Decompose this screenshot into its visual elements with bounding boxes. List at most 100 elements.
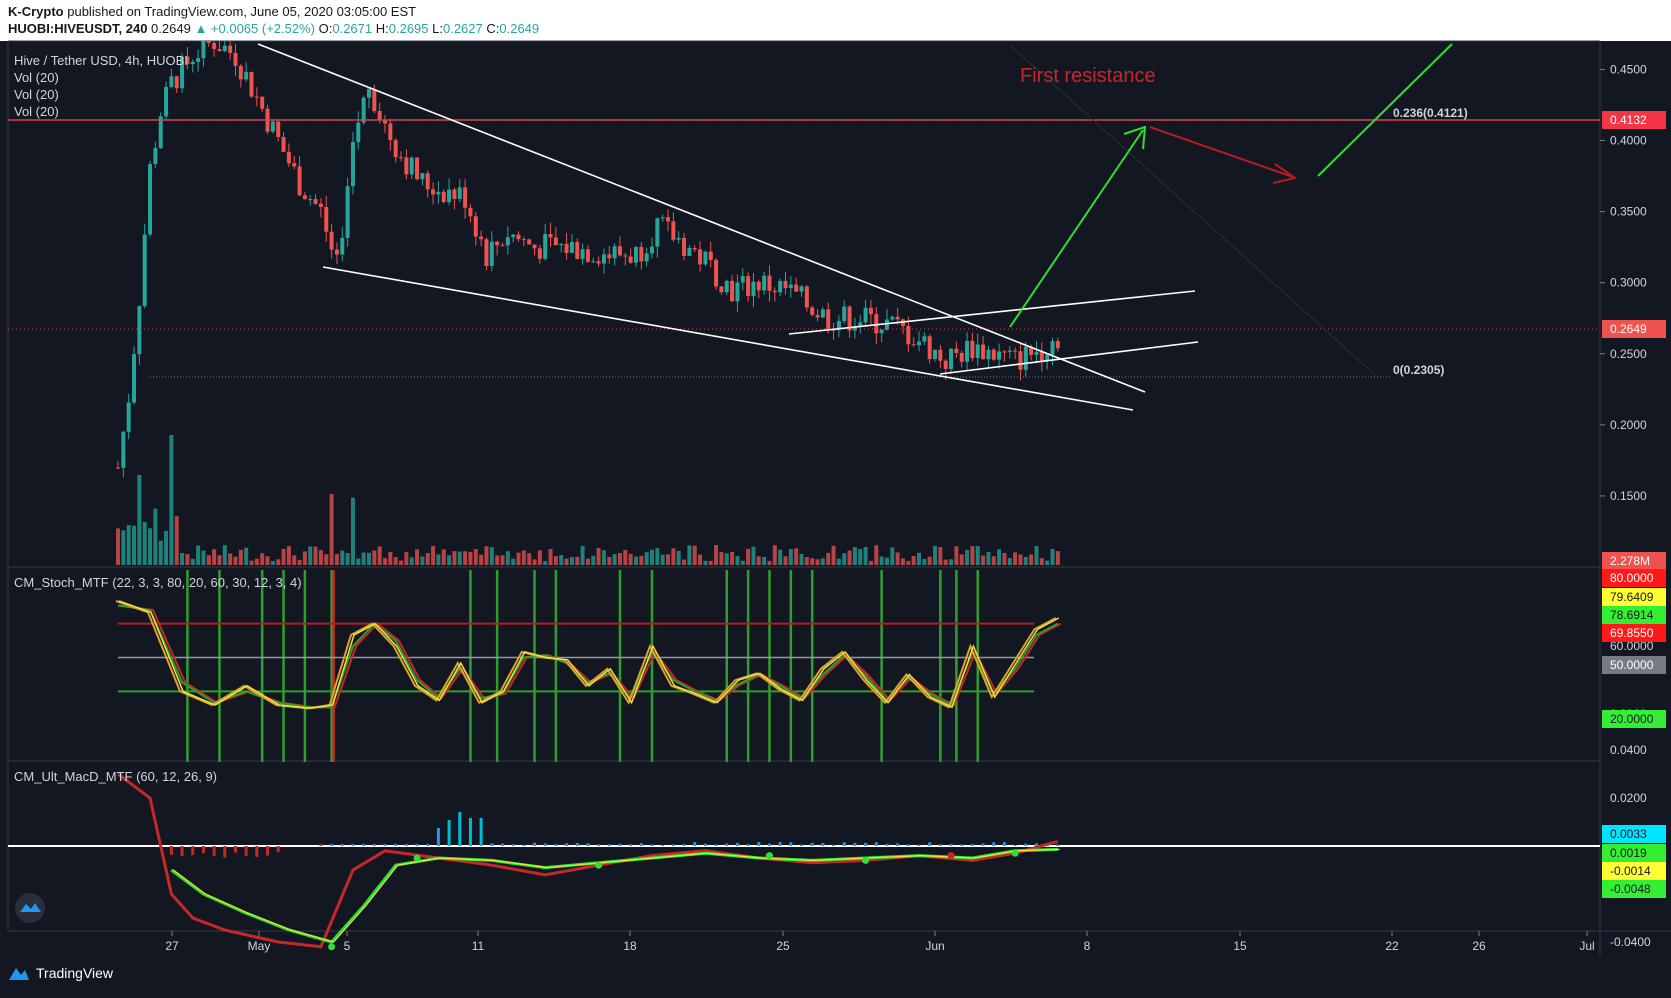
candle-body	[116, 467, 120, 469]
candle-body	[313, 199, 318, 204]
volume-bar	[927, 556, 932, 565]
candle-body	[975, 344, 980, 359]
candle-body	[254, 96, 259, 98]
candle-body	[751, 281, 756, 297]
volume-bar	[676, 550, 681, 565]
macd-hist-bar	[970, 844, 974, 846]
volume-bar	[868, 560, 873, 565]
volume-bar	[286, 546, 291, 565]
volume-bar	[900, 558, 905, 565]
legend-title: Hive / Tether USD, 4h, HUOBI	[14, 53, 188, 68]
volume-bar	[559, 555, 564, 565]
time-tick-label: May	[248, 939, 271, 953]
volume-bar	[420, 556, 425, 565]
volume-bar	[383, 558, 387, 565]
volume-bar	[799, 553, 804, 565]
macd-cross-dot	[328, 943, 336, 951]
stoch-value-tag-bg	[1602, 710, 1666, 728]
time-tick-label: 8	[1084, 939, 1091, 953]
candle-body	[447, 189, 452, 203]
candle-body	[639, 246, 644, 262]
volume-bar	[1055, 551, 1060, 565]
macd-hist-bar	[330, 844, 334, 846]
macd-hist-bar	[821, 842, 825, 846]
volume-bar	[185, 553, 190, 565]
volume-bar	[537, 550, 542, 565]
candle-body	[970, 340, 975, 359]
volume-bar	[553, 556, 558, 565]
volume-bar	[959, 554, 964, 565]
macd-hist-bar	[1013, 844, 1017, 846]
symbol-text: HUOBI:HIVEUSDT, 240	[8, 21, 148, 36]
volume-bar	[142, 521, 147, 565]
volume-bar	[489, 547, 494, 565]
volume-bar	[687, 545, 692, 565]
high-label: H:	[375, 21, 389, 36]
publish-line: K-Crypto published on TradingView.com, J…	[8, 4, 416, 19]
volume-bar	[644, 552, 649, 565]
wedge-upper-trendline	[257, 43, 1146, 393]
candle-body	[858, 322, 863, 327]
volume-bar	[340, 550, 345, 565]
chart-canvas[interactable]: 0.4500 0.4000 0.3500 0.3000 0.2500 0.2000 0.15…	[0, 0, 1671, 956]
volume-bar	[425, 553, 430, 565]
volume-bar	[943, 559, 948, 565]
volume-bar	[511, 558, 516, 565]
volume-bar	[1013, 552, 1018, 565]
macd-hist-bar	[992, 842, 996, 846]
candle-body	[431, 189, 436, 195]
volume-bars	[116, 435, 1060, 565]
volume-bar	[666, 554, 671, 565]
price-tick-label: 0.2000	[1610, 418, 1647, 432]
volume-bar	[164, 530, 169, 565]
candle-body	[505, 237, 510, 246]
candle-body	[350, 142, 355, 187]
legend-macd: CM_Ult_MacD_MTF (60, 12, 26, 9)	[14, 769, 217, 784]
macd-hist-bar	[757, 842, 761, 846]
volume-bar	[292, 555, 297, 565]
candle-body	[933, 349, 938, 359]
volume-bar	[132, 525, 137, 565]
volume-bar	[575, 556, 580, 565]
candle-body	[863, 307, 868, 323]
publisher-name[interactable]: K-Crypto	[8, 4, 64, 19]
macd-hist-bar	[362, 844, 366, 846]
macd-hist-bar-neg	[223, 846, 227, 858]
tradingview-brand[interactable]: TradingView	[8, 965, 113, 981]
candle-body	[553, 237, 558, 246]
volume-bar	[981, 555, 986, 565]
volume-bar	[884, 557, 889, 565]
volume-bar	[238, 549, 243, 565]
candle-body	[249, 71, 254, 97]
fib-diagonal	[1009, 44, 1376, 376]
candle-body	[174, 76, 179, 89]
published-text: published on TradingView.com, June 05, 2…	[67, 4, 417, 19]
candle-body	[244, 71, 249, 80]
macd-hist-bar-neg	[212, 846, 216, 856]
stoch-value-tag-bg	[1602, 624, 1666, 642]
candle-body	[1045, 354, 1050, 361]
volume-bar	[484, 546, 489, 565]
macd-hist-bar	[639, 843, 643, 846]
volume-bar	[970, 546, 975, 565]
macd-hist-bar-neg	[180, 846, 184, 856]
price-tick-label: 0.4000	[1610, 134, 1647, 148]
candle-body	[399, 157, 404, 159]
candle-body	[164, 86, 169, 117]
candle-body	[1039, 351, 1044, 361]
macd-cross-dot	[765, 852, 773, 860]
volume-bar	[874, 545, 879, 565]
volume-bar	[852, 547, 857, 565]
candle-body	[804, 286, 809, 308]
time-tick-label: Jul	[1579, 939, 1594, 953]
volume-bar	[585, 558, 590, 565]
candle-body	[1029, 346, 1034, 355]
legend-vol-3: Vol (20)	[14, 104, 59, 119]
candle-body	[623, 255, 628, 257]
macd-tick-label: 0.0400	[1610, 743, 1647, 757]
macd-value-tag-bg	[1602, 825, 1666, 843]
macd-hist-bar	[832, 844, 836, 846]
volume-bar	[254, 558, 259, 565]
candle-body	[324, 206, 329, 232]
candle-body	[1013, 350, 1018, 352]
